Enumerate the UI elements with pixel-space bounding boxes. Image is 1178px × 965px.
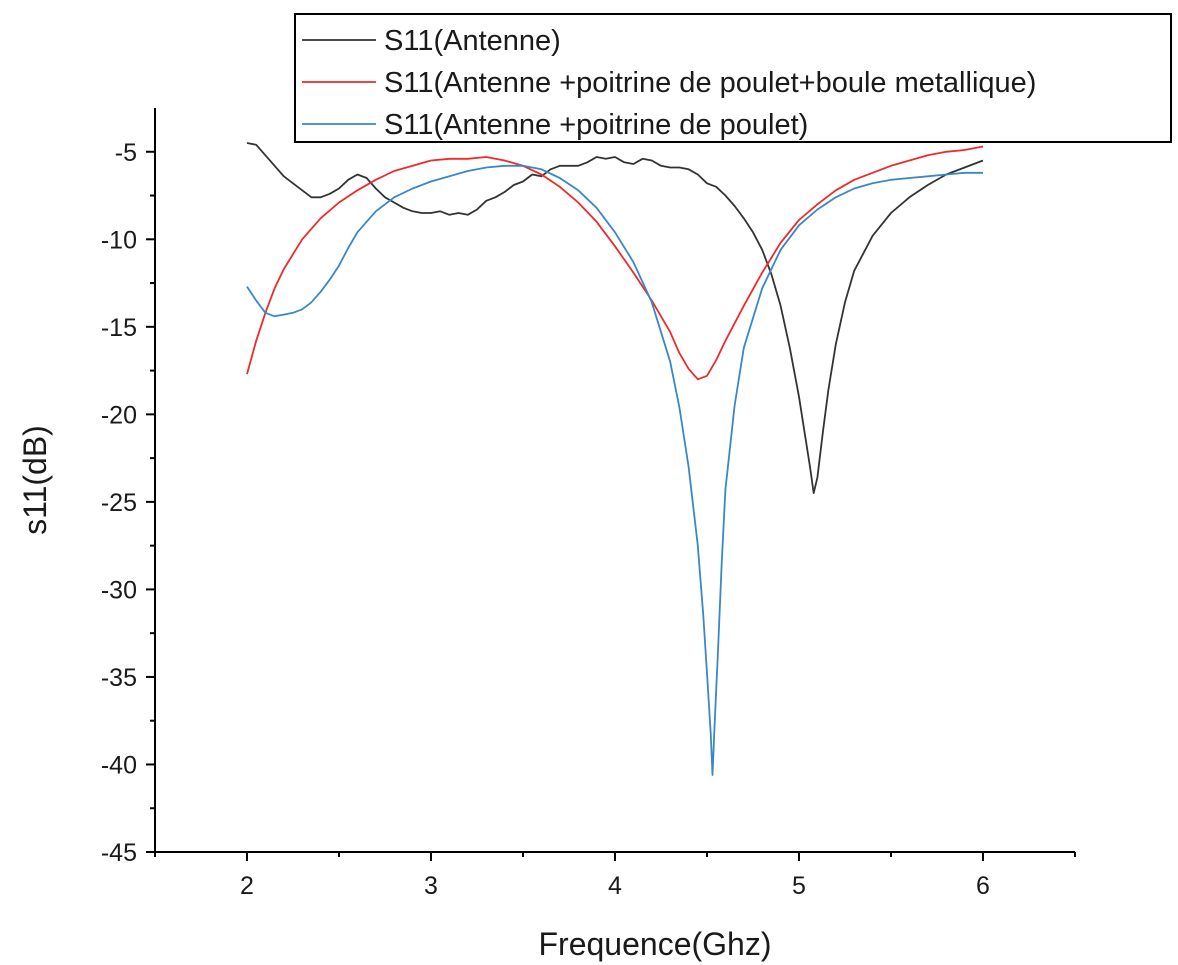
- legend-box: [294, 13, 1172, 143]
- y-axis-title: s11(dB): [17, 425, 53, 535]
- axes: 2 3 4 5 6 -5 -10 -15 -20 -25 -30 -35 -40 -45: [101, 108, 1076, 900]
- x-tick-label: 6: [976, 872, 990, 900]
- legend: S11(Antenne) S11(Antenne +poitrine de pou…: [294, 13, 1172, 143]
- legend-label-1: S11(Antenne): [384, 25, 561, 57]
- x-tick-label: 4: [608, 872, 622, 900]
- x-tick-label: 3: [424, 872, 438, 900]
- series-line-1: [246, 142, 984, 495]
- y-tick-label: -40: [101, 751, 137, 779]
- y-tick-label: -35: [101, 664, 137, 692]
- y-tick-label: -15: [101, 314, 137, 342]
- x-tick-label: 5: [792, 872, 806, 900]
- y-tick-label: -25: [101, 489, 137, 517]
- y-tick-label: -45: [101, 839, 137, 867]
- y-tick-label: -30: [101, 576, 137, 604]
- series-line-3: [246, 164, 983, 776]
- x-axis-title: Frequence(Ghz): [539, 926, 772, 962]
- plot-area: [246, 142, 984, 776]
- y-tick-label: -5: [115, 139, 137, 167]
- legend-items: S11(Antenne) S11(Antenne +poitrine de pou…: [302, 25, 1036, 141]
- x-tick-label: 2: [240, 872, 254, 900]
- series-layer: [246, 142, 984, 776]
- y-axis-ticks: -5 -10 -15 -20 -25 -30 -35 -40 -45: [101, 139, 155, 867]
- legend-label-2: S11(Antenne +poitrine de poulet+boule me…: [384, 67, 1036, 99]
- series-line-2: [246, 145, 984, 381]
- y-tick-label: -10: [101, 226, 137, 254]
- y-tick-label: -20: [101, 401, 137, 429]
- x-axis-ticks: 2 3 4 5 6: [154, 852, 1076, 900]
- legend-label-3: S11(Antenne +poitrine de poulet): [384, 109, 808, 141]
